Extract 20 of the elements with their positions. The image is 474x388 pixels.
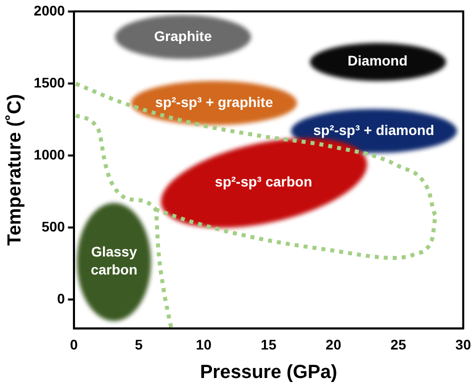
x-tick-label: 30	[455, 336, 472, 353]
y-tick-label: 500	[42, 218, 66, 234]
x-tick-label: 5	[134, 336, 143, 353]
x-tick-label: 10	[196, 336, 212, 353]
annotation: sp²-sp³ carbon	[214, 173, 312, 190]
annotation: sp²-sp³ + diamond	[313, 122, 434, 138]
y-tick-label: 0	[57, 290, 66, 306]
y-tick-label: 1000	[34, 146, 66, 162]
annotation: Diamond	[348, 52, 408, 69]
y-axis-title: Temperature (˚C)	[4, 94, 26, 246]
y-tick-label: 1500	[34, 74, 66, 90]
y-tick-label: 2000	[34, 2, 66, 18]
x-tick-label: 20	[326, 336, 342, 353]
annotation: sp²-sp³ + graphite	[155, 94, 274, 110]
x-tick-label: 25	[390, 336, 406, 353]
x-tick-label: 0	[70, 336, 78, 353]
annotation: Graphite	[154, 28, 212, 44]
x-axis-title: Pressure (GPa)	[200, 362, 338, 383]
x-tick-label: 15	[260, 336, 277, 353]
annotation: Glassy carbon	[90, 244, 138, 278]
